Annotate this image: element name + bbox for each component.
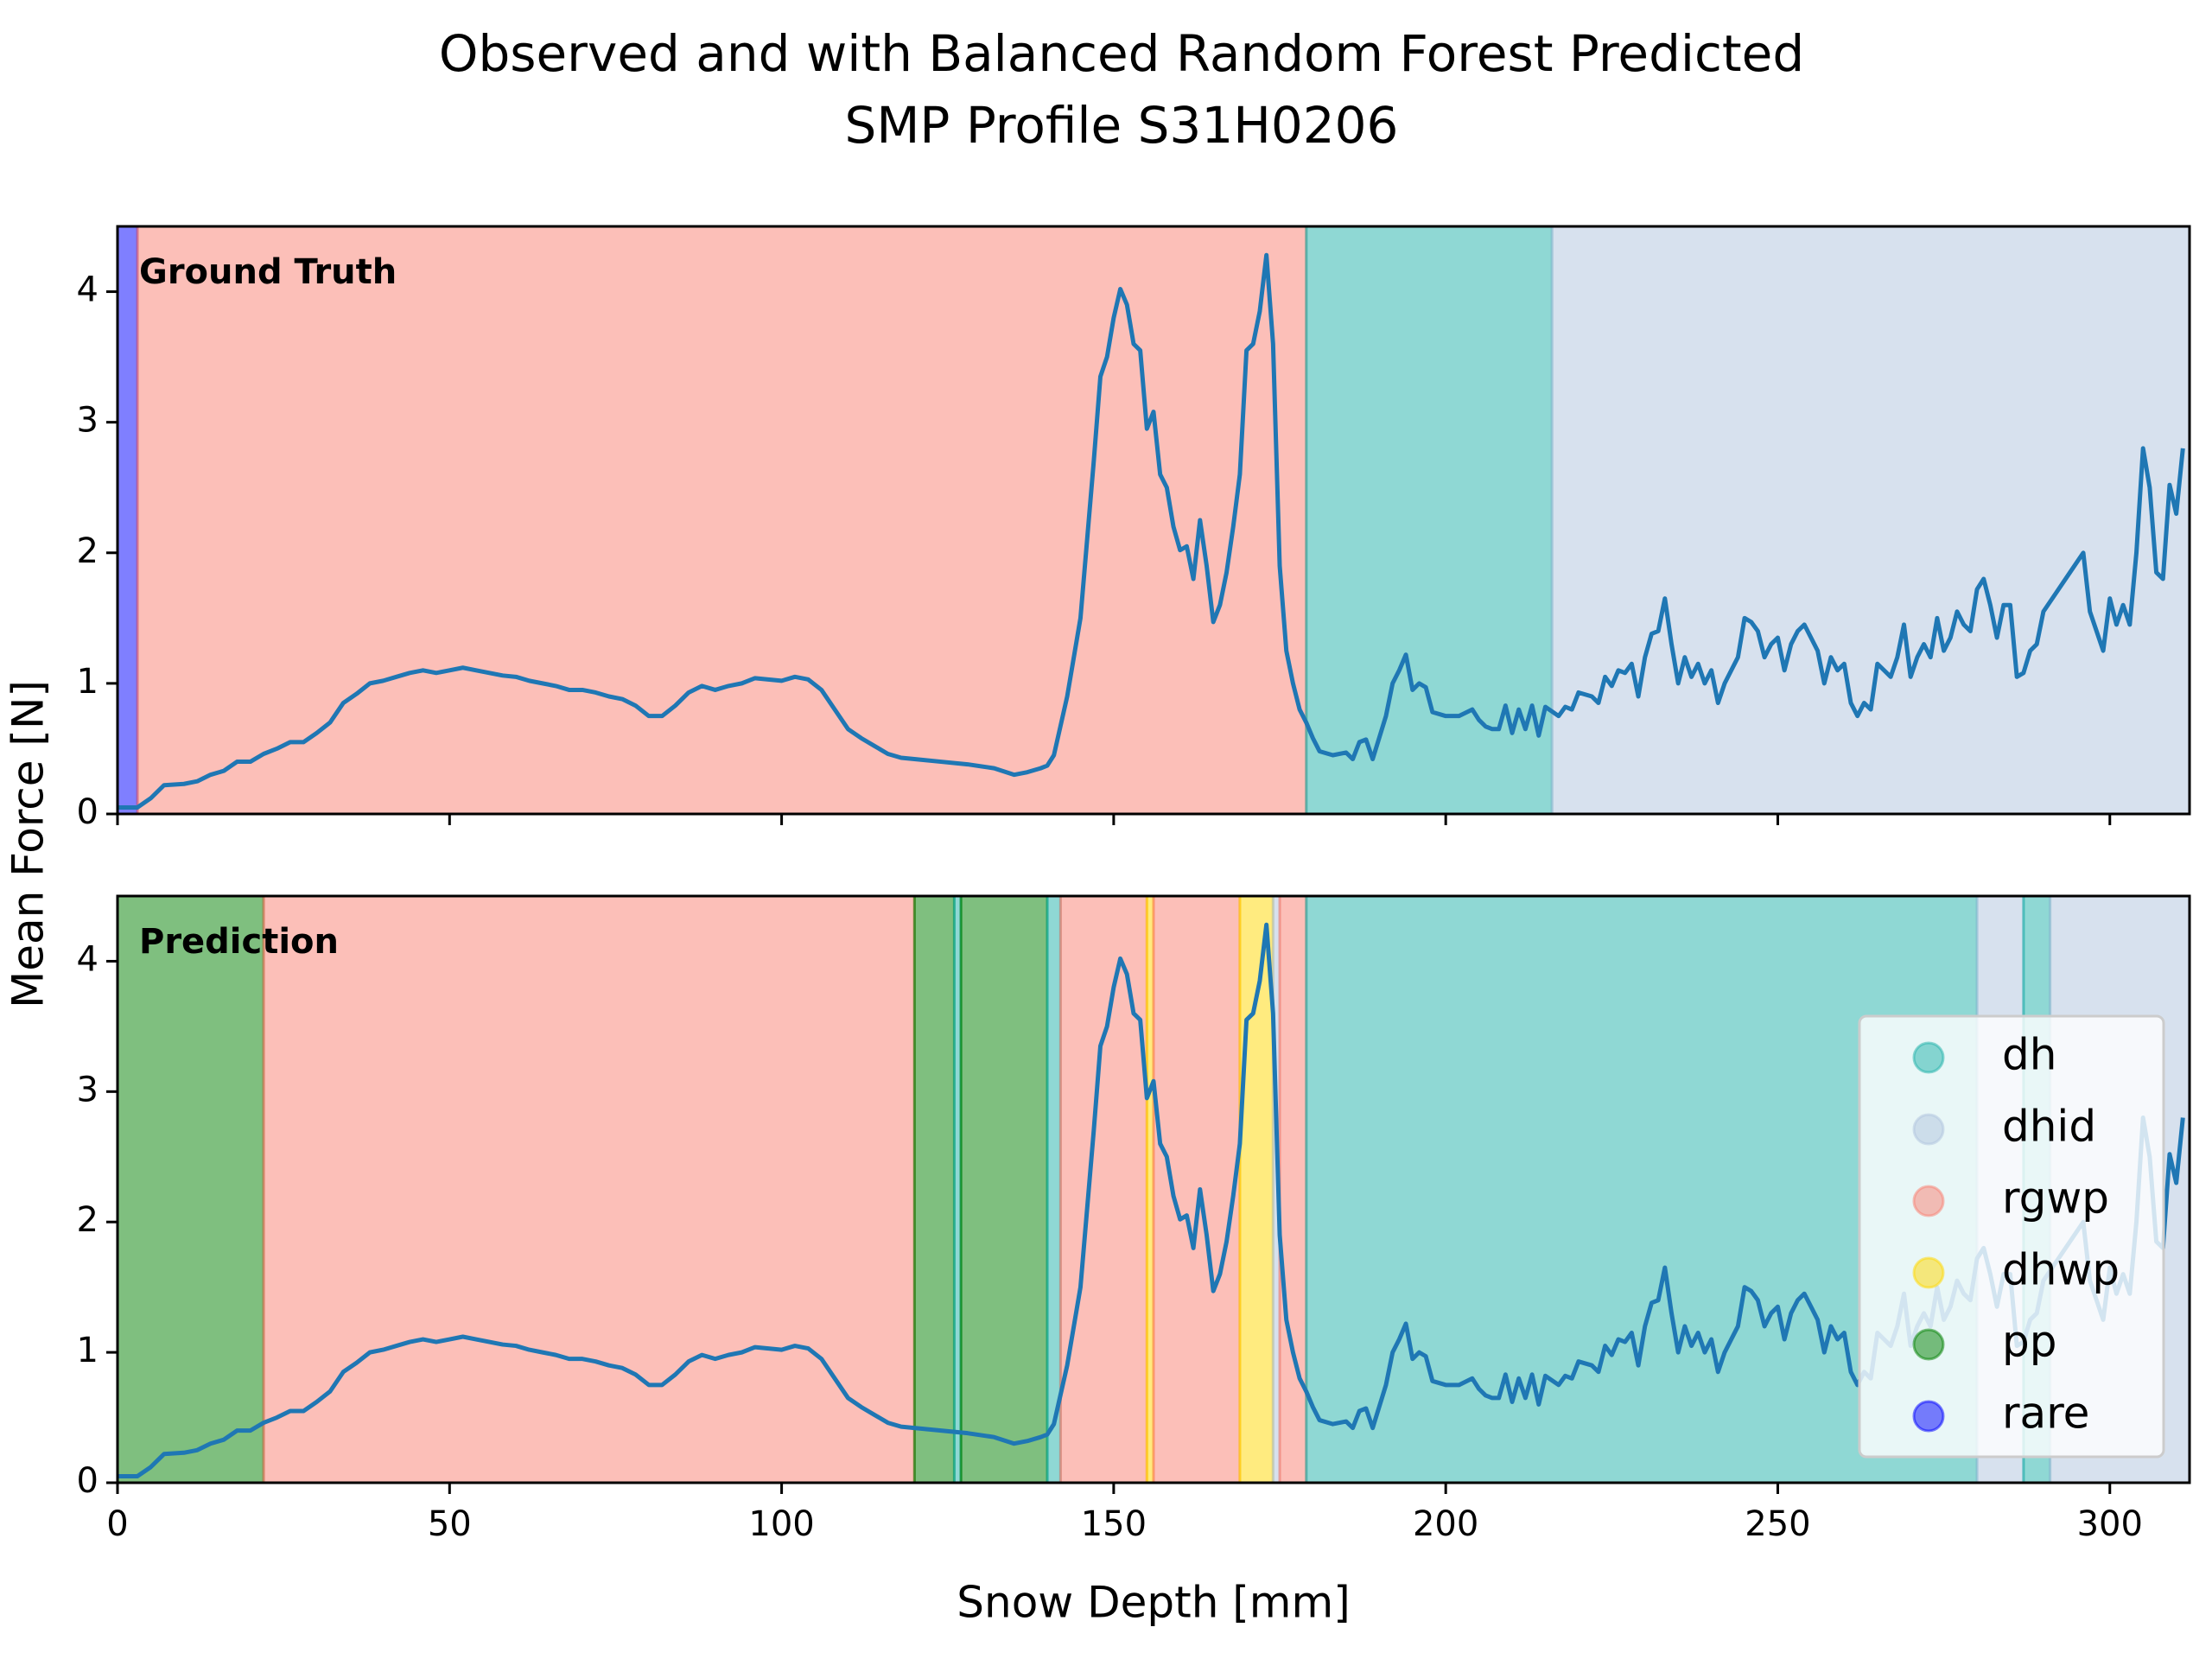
legend-label: rgwp: [2002, 1173, 2109, 1224]
legend-marker: [1912, 1328, 1945, 1361]
legend-marker: [1912, 1185, 1945, 1217]
class-span: [116, 894, 265, 1484]
class-span: [136, 225, 1308, 816]
y-tick-label: 3: [77, 401, 99, 441]
y-tick-label: 2: [77, 531, 99, 571]
x-tick-label: 0: [106, 1504, 128, 1544]
y-tick-label: 1: [77, 662, 99, 702]
legend-marker: [1912, 1113, 1945, 1146]
y-tick-label: 2: [77, 1200, 99, 1240]
class-span: [912, 894, 956, 1484]
class-span: [1305, 225, 1554, 816]
panel-label: Prediction: [139, 922, 339, 962]
y-tick-label: 3: [77, 1070, 99, 1109]
class-span: [1152, 894, 1242, 1484]
legend-label: dhid: [2002, 1102, 2096, 1152]
legend-marker: [1912, 1400, 1945, 1433]
legend-label: rare: [2002, 1389, 2089, 1439]
class-span: [1278, 894, 1308, 1484]
class-span: [959, 894, 1049, 1484]
legend-label: pp: [2002, 1317, 2056, 1367]
plot-frame: [116, 225, 2191, 816]
y-tick-label: 4: [77, 270, 99, 310]
x-axis-label: Snow Depth [mm]: [957, 1578, 1350, 1628]
legend-marker: [1912, 1041, 1945, 1074]
class-span: [1058, 894, 1148, 1484]
y-tick-label: 0: [77, 1461, 99, 1501]
class-span: [116, 225, 139, 816]
class-span: [1238, 894, 1274, 1484]
x-tick-label: 200: [1413, 1504, 1478, 1544]
class-span: [262, 894, 916, 1484]
legend-marker: [1912, 1256, 1945, 1289]
x-tick-label: 300: [2077, 1504, 2143, 1544]
x-tick-label: 150: [1081, 1504, 1147, 1544]
plot-frame: [116, 894, 2191, 1484]
force-line: [118, 252, 2185, 810]
y-tick-label: 4: [77, 939, 99, 979]
x-tick-label: 250: [1745, 1504, 1810, 1544]
y-tick-label: 1: [77, 1331, 99, 1370]
legend-label: dh: [2002, 1030, 2056, 1080]
chart-title: Observed and with Balanced Random Forest…: [439, 24, 1804, 83]
panel-label: Ground Truth: [139, 252, 397, 292]
y-axis-label: Mean Force [N]: [3, 680, 54, 1008]
y-tick-label: 0: [77, 792, 99, 832]
legend-label: dhwp: [2002, 1245, 2120, 1295]
x-tick-label: 50: [428, 1504, 472, 1544]
x-tick-label: 100: [748, 1504, 814, 1544]
chart-subtitle: SMP Profile S31H0206: [845, 96, 1399, 155]
class-span: [1550, 225, 2191, 816]
